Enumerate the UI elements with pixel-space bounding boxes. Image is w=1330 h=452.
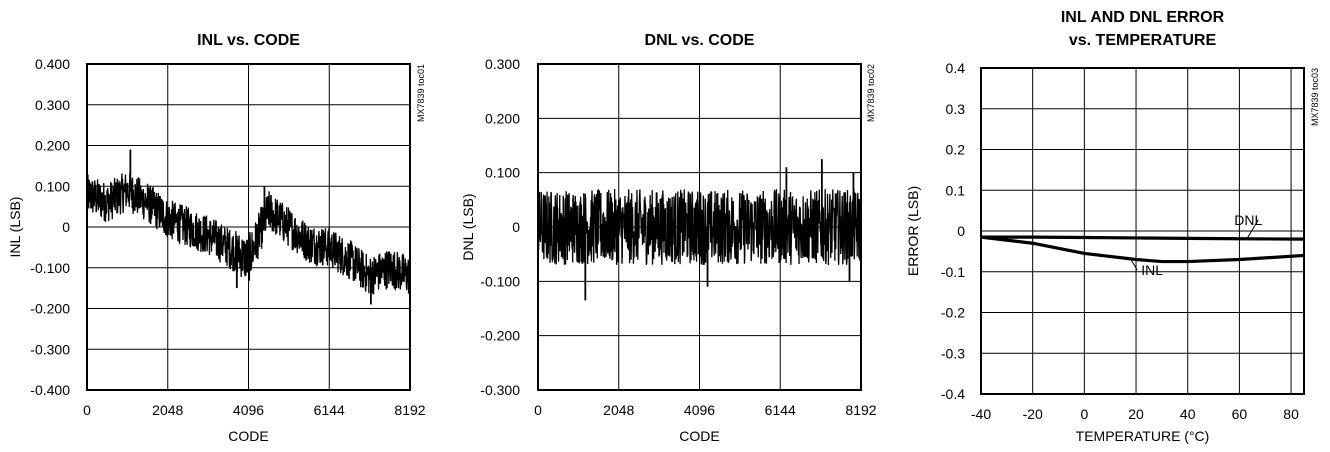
y-tick-label: 0.300 bbox=[485, 56, 520, 72]
x-tick-label: 0 bbox=[83, 402, 91, 418]
chart-title: DNL vs. CODE bbox=[645, 32, 755, 49]
x-tick-label: 40 bbox=[1180, 406, 1196, 422]
x-tick-label: 2048 bbox=[152, 402, 183, 418]
chart-title: INL AND DNL ERROR bbox=[1061, 9, 1225, 26]
chart-title: vs. TEMPERATURE bbox=[1069, 32, 1217, 49]
error-vs-temperature-chart: INL AND DNL ERROR vs. TEMPERATURE -40 -20 0 2… bbox=[905, 9, 1320, 444]
y-tick-label: 0.1 bbox=[946, 182, 966, 198]
x-tick-label: 0 bbox=[1080, 406, 1088, 422]
x-tick-label: 0 bbox=[534, 402, 542, 418]
annotation-leader bbox=[1246, 219, 1259, 239]
y-tick-label: -0.200 bbox=[30, 301, 70, 317]
y-tick-label: -0.200 bbox=[480, 328, 520, 344]
y-tick-label: 0 bbox=[957, 223, 965, 239]
x-axis-label: CODE bbox=[228, 428, 268, 444]
annotation-label: INL bbox=[1141, 262, 1163, 278]
series-trace bbox=[538, 189, 861, 266]
data-area bbox=[87, 149, 410, 305]
y-tick-label: 0.100 bbox=[35, 178, 70, 194]
figure-code-label: MX7839 toc02 bbox=[866, 64, 876, 122]
y-tick-label: -0.1 bbox=[941, 264, 965, 280]
data-area bbox=[981, 235, 1304, 264]
y-tick-label: 0 bbox=[512, 219, 520, 235]
annotation-label: DNL bbox=[1234, 212, 1262, 228]
y-tick-label: 0.400 bbox=[35, 56, 70, 72]
x-tick-label: 60 bbox=[1232, 406, 1248, 422]
y-tick-label: -0.100 bbox=[30, 260, 70, 276]
figure-code-label: MX7839 toc01 bbox=[416, 64, 426, 122]
chart-title: INL vs. CODE bbox=[197, 32, 300, 49]
dnl-vs-code-chart: DNL vs. CODE 0 2048 4096 6144 8192 0.300 0.200 0… bbox=[460, 32, 877, 444]
x-tick-label: -20 bbox=[1023, 406, 1043, 422]
y-tick-label: -0.300 bbox=[30, 341, 70, 357]
y-tick-label: 0.200 bbox=[485, 110, 520, 126]
y-tick-label: -0.3 bbox=[941, 345, 965, 361]
gridlines bbox=[980, 67, 1304, 395]
y-tick-label: -0.300 bbox=[480, 382, 520, 398]
y-tick-label: -0.100 bbox=[480, 273, 520, 289]
y-tick-label: 0.100 bbox=[485, 165, 520, 181]
y-tick-label: 0.200 bbox=[35, 138, 70, 154]
x-tick-label: 4096 bbox=[233, 402, 264, 418]
series-line-dnl bbox=[981, 235, 1304, 241]
x-tick-label: 8192 bbox=[394, 402, 425, 418]
y-tick-label: -0.400 bbox=[30, 382, 70, 398]
plot-frame bbox=[86, 63, 411, 391]
x-axis-label: TEMPERATURE (°C) bbox=[1076, 428, 1210, 444]
x-tick-label: 6144 bbox=[765, 402, 796, 418]
series-trace bbox=[87, 172, 410, 295]
x-tick-label: 6144 bbox=[314, 402, 345, 418]
y-tick-label: 0.4 bbox=[946, 60, 966, 76]
data-area bbox=[538, 159, 861, 301]
y-axis-label: INL (LSB) bbox=[7, 197, 23, 258]
x-tick-label: 8192 bbox=[845, 402, 876, 418]
y-tick-label: 0.300 bbox=[35, 97, 70, 113]
plot-frame bbox=[537, 63, 862, 391]
figure-code-label: MX7839 toc03 bbox=[1310, 68, 1320, 126]
x-tick-label: 20 bbox=[1128, 406, 1144, 422]
x-tick-label: -40 bbox=[971, 406, 991, 422]
x-axis-label: CODE bbox=[679, 428, 719, 444]
gridlines bbox=[86, 63, 411, 391]
y-tick-label: 0.3 bbox=[946, 101, 966, 117]
inl-vs-code-chart: INL vs. CODE 0 2048 4096 6144 8192 0.400 0.300 0… bbox=[7, 32, 426, 444]
plot-frame bbox=[980, 67, 1305, 395]
y-tick-label: -0.2 bbox=[941, 305, 965, 321]
x-tick-label: 4096 bbox=[684, 402, 715, 418]
y-axis-label: ERROR (LSB) bbox=[905, 186, 921, 276]
y-axis-label: DNL (LSB) bbox=[460, 193, 476, 260]
y-tick-label: 0.2 bbox=[946, 142, 966, 158]
y-tick-label: -0.4 bbox=[941, 386, 965, 402]
y-tick-label: 0 bbox=[62, 219, 70, 235]
series-line-inl bbox=[981, 235, 1304, 264]
x-tick-label: 2048 bbox=[603, 402, 634, 418]
x-tick-label: 80 bbox=[1283, 406, 1299, 422]
annotation-leader bbox=[1130, 259, 1138, 271]
